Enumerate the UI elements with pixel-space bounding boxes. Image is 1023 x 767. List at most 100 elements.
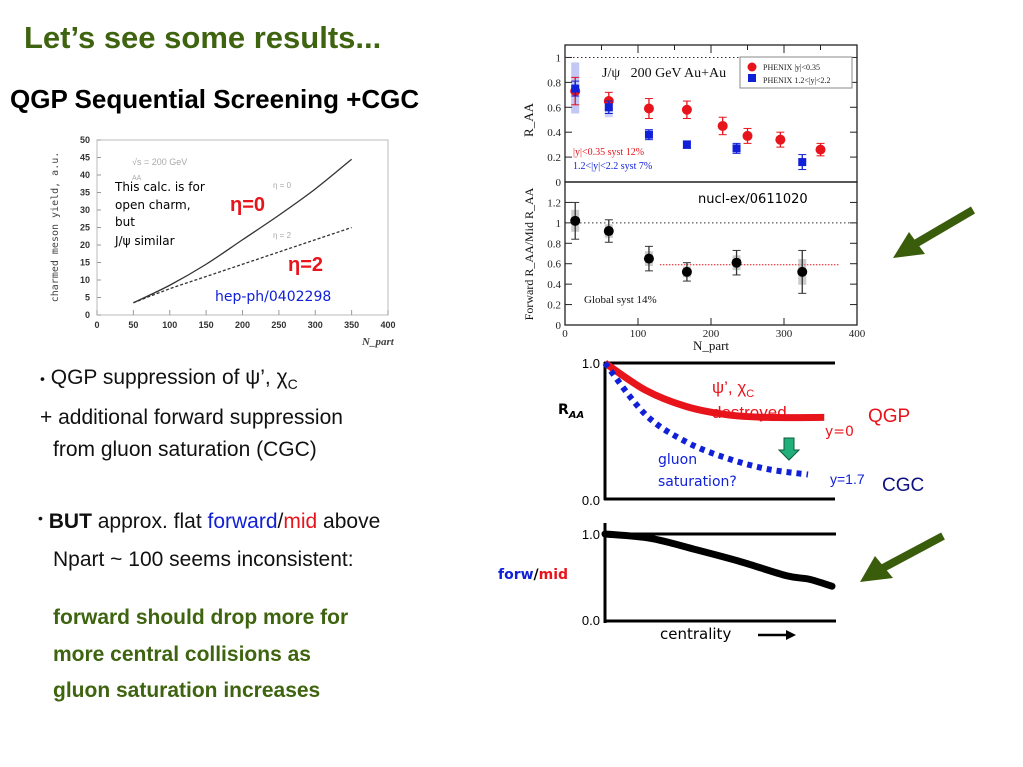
xtick-label: 0	[94, 320, 99, 330]
legend-entry-1: PHENIX |y|<0.35	[763, 63, 820, 72]
bullet-1-line2: + additional forward suppression	[40, 406, 343, 429]
phenix-raa-chart: 0 0.2 0.4 0.6 0.8 1 0 0.2 0.4 0.6 0.8 1 1.2 0 100 200 3…	[521, 44, 865, 353]
xtick-label: 300	[776, 328, 793, 340]
note-line-1: This calc. is for	[114, 180, 205, 194]
sqrt-s-label: √s = 200 GeV	[132, 157, 187, 167]
right-arrow-icon	[758, 630, 796, 640]
cgc-curve	[602, 361, 809, 478]
ytick-label: 1	[556, 218, 562, 230]
aa-label: AA	[132, 175, 142, 182]
forw-mid-label: forw/mid	[498, 567, 568, 583]
syst-note-2: 1.2<|y|<2.2 syst 7%	[573, 161, 652, 172]
note-line-4: J/ψ similar	[114, 234, 175, 248]
ytick-label: 45	[80, 153, 90, 163]
xtick-label: 50	[128, 320, 138, 330]
x-axis-label: N_part	[361, 336, 395, 348]
raa-y-label: R_AA	[521, 102, 536, 137]
chi-subscript: C	[287, 376, 298, 393]
data-point-midrapidity	[815, 144, 826, 155]
eta2-big-label: η=2	[288, 254, 323, 276]
conclusion-line-1: forward should drop more for	[53, 606, 349, 629]
mid-word: mid	[283, 510, 318, 533]
data-point-midrapidity	[681, 104, 692, 115]
forw-mid-curve	[601, 530, 836, 590]
data-point-midrapidity	[643, 103, 654, 114]
raa-label: RAA	[558, 402, 584, 421]
data-point-forward	[644, 130, 653, 139]
conclusion-line-3: gluon saturation increases	[53, 679, 321, 702]
cgc-label: CGC	[882, 475, 924, 496]
bullet-1: • QGP suppression of ψ’, χC	[40, 366, 298, 392]
series-line-eta0	[133, 158, 353, 304]
bullet-dot: •	[40, 370, 45, 387]
pointer-arrow-icon	[893, 206, 976, 258]
ytick-label: 15	[80, 258, 90, 268]
npart-x-label: N_part	[693, 338, 729, 353]
slide-title: Let’s see some results...	[24, 20, 382, 55]
data-point-ratio	[603, 226, 614, 237]
pointer-arrow-icon	[860, 532, 945, 582]
data-point-forward	[604, 103, 613, 112]
data-point-ratio	[731, 257, 742, 268]
but-label: BUT	[48, 510, 92, 533]
ytick-0.0: 0.0	[582, 613, 600, 628]
nucl-ex-ref: nucl-ex/0611020	[698, 192, 808, 207]
charm-yield-chart: 0 5 10 15 20 25 30 35 40 45 50 0 50 100 150 200 250 300 35…	[50, 135, 396, 348]
psi-chi-sub: C	[746, 388, 754, 400]
y0-label: y=0	[825, 424, 854, 440]
xtick-label: 0	[562, 328, 568, 340]
data-point-ratio	[797, 266, 808, 277]
gluon-label: gluon	[658, 452, 697, 468]
ytick-label: 20	[80, 240, 90, 250]
ytick-label: 0.2	[547, 152, 561, 164]
forw-mid-sketch-chart: 1.0 0.0 forw/mid centrality	[498, 523, 836, 643]
ytick-0.0: 0.0	[582, 493, 600, 508]
ytick-label: 40	[80, 170, 90, 180]
data-point-midrapidity	[717, 120, 728, 131]
ratio-y-label: Forward R_AA/Mid R_AA	[522, 187, 536, 320]
xtick-label: 100	[162, 320, 177, 330]
bullet-2-line2: Npart ~ 100 seems inconsistent:	[53, 548, 354, 571]
data-point-ratio	[643, 253, 654, 264]
bullet-2-text-end: above	[317, 510, 381, 533]
xtick-label: 300	[308, 320, 323, 330]
eta0-big-label: η=0	[230, 194, 265, 216]
ytick-1.0: 1.0	[582, 527, 600, 542]
eta2-small-label: η = 2	[273, 231, 292, 240]
phenix-title: J/ψ 200 GeV Au+Au	[602, 66, 726, 81]
note-line-3: but	[115, 215, 135, 229]
conclusion-line-2: more central collisions as	[53, 643, 311, 666]
qgp-curve	[603, 360, 825, 422]
data-point-midrapidity	[775, 134, 786, 145]
mid-text: mid	[539, 567, 568, 583]
bullet-2-text: approx. flat	[91, 510, 208, 533]
xtick-label: 150	[199, 320, 214, 330]
xtick-label: 250	[271, 320, 286, 330]
ytick-label: 5	[85, 293, 90, 303]
ytick-label: 0	[85, 310, 90, 320]
bullet-dot: •	[38, 510, 43, 526]
ytick-label: 35	[80, 188, 90, 198]
data-point-forward	[571, 84, 580, 93]
ytick-label: 1	[556, 52, 562, 64]
legend-marker-square	[748, 74, 756, 82]
data-point-ratio	[681, 266, 692, 277]
ytick-label: 30	[80, 205, 90, 215]
eta0-small-label: η = 0	[273, 181, 292, 190]
down-arrow-icon	[777, 437, 801, 461]
ytick-label: 25	[80, 223, 90, 233]
slash-text: /	[534, 567, 540, 583]
data-point-ratio	[570, 215, 581, 226]
forw-text: forw	[498, 567, 534, 583]
xtick-label: 400	[849, 328, 865, 340]
ytick-label: 0	[556, 320, 562, 332]
ytick-label: 0.6	[547, 102, 561, 114]
ytick-label: 10	[80, 275, 90, 285]
saturation-label: saturation?	[658, 474, 737, 490]
raa-sketch-chart: 1.0 0.0 RAA ψ’, χC destroyed y=0 QGP glu…	[558, 356, 924, 508]
data-point-forward	[732, 144, 741, 153]
hep-ph-ref: hep-ph/0402298	[215, 289, 331, 305]
qgp-label: QGP	[868, 406, 910, 427]
ytick-label: 0	[556, 177, 562, 189]
xtick-label: 350	[344, 320, 359, 330]
